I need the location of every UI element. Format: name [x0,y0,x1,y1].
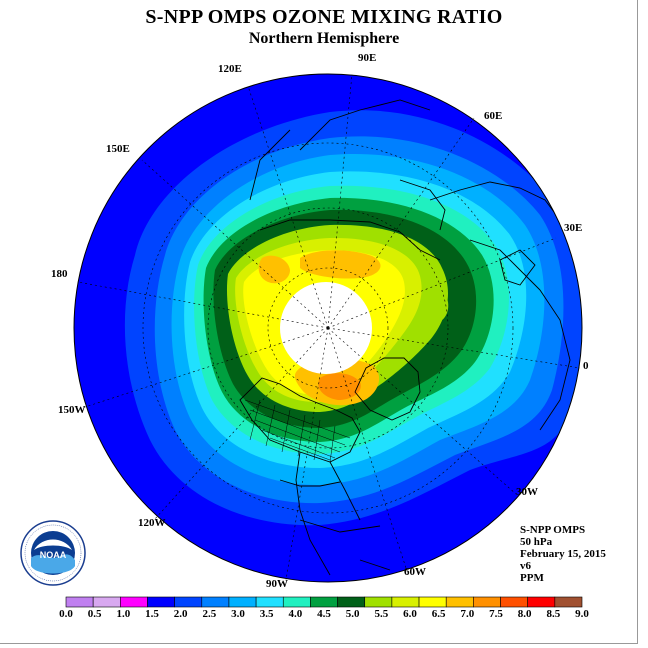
colorbar-tick-label: 4.0 [288,608,303,620]
colorbar-tick-label: 9.0 [575,608,589,620]
colorbar-swatch [201,596,230,608]
figure-frame [0,0,638,644]
lon-label-150w: 150W [58,404,86,416]
colorbar-tick-label: 8.0 [517,608,532,620]
colorbar-tick-label: 3.0 [231,608,245,620]
colorbar-swatch [418,596,447,608]
lon-label-30e: 30E [564,222,583,234]
colorbar-tick-label: 5.0 [345,608,360,620]
colorbar-swatch [255,596,284,608]
lon-label-0: 0 [583,360,589,372]
lon-label-120e: 120E [218,63,242,75]
colorbar-tick-label: 2.5 [202,608,217,620]
lon-label-30w: 30W [516,486,538,498]
state-borders [244,399,351,463]
colorbar-tick-label: 4.5 [317,608,331,620]
colorbar-tick-label: 6.5 [431,608,446,620]
colorbar-tick-label: 7.0 [460,608,475,620]
colorbar-tick-label: 6.0 [403,608,417,620]
colorbar-tick-label: 0.0 [59,608,73,620]
colorbar-swatch [500,596,528,608]
colorbar-swatch [391,596,420,608]
colorbar-tick-label: 5.5 [374,608,389,620]
info-date: February 15, 2015 [520,548,606,560]
colorbar-swatch [554,596,583,608]
noaa-logo: NOAA [20,520,86,586]
colorbar-swatch [282,596,311,608]
colorbar-swatch [337,596,366,608]
info-version: v6 [520,560,531,572]
colorbar-swatch [65,596,94,608]
info-instrument: S-NPP OMPS [520,524,586,536]
contour-7-5-west [258,255,290,284]
colorbar-swatch [174,596,203,608]
colorbar-swatch [364,596,393,608]
lon-label-60w: 60W [404,566,426,578]
info-units: PPM [520,572,544,584]
colorbar-tick-label: 7.5 [489,608,503,620]
colorbar-tick-label: 1.5 [145,608,159,620]
colorbar-tick-label: 1.0 [116,608,131,620]
colorbar-swatch [120,596,148,608]
colorbar-tick-label: 8.5 [546,608,561,620]
noaa-logo-text: NOAA [40,550,67,560]
info-block: S-NPP OMPS 50 hPa February 15, 2015 v6 P… [520,524,606,584]
lon-label-90w: 90W [266,578,288,590]
lon-label-60e: 60E [484,110,503,122]
colorbar-tick-label: 3.5 [259,608,274,620]
colorbar-swatch [92,596,121,608]
lon-label-120w: 120W [138,517,166,529]
colorbar-swatch [228,596,257,608]
colorbar-swatch [147,596,175,608]
latitude-circles [142,142,514,514]
colorbar-swatch [527,596,556,608]
colorbar-tick-label: 0.5 [87,608,102,620]
lon-label-150e: 150E [106,143,130,155]
colorbar-swatch [445,596,474,608]
contour-island-europe [422,291,449,323]
meridians [77,73,581,581]
colorbar-tick-label: 2.0 [173,608,188,620]
colorbar-swatch [310,596,338,608]
lon-label-90e: 90E [358,52,377,64]
map-boundary [73,73,583,583]
page-title: S-NPP OMPS OZONE MIXING RATIO [145,6,503,28]
colorbar-swatch [473,596,501,608]
polar-no-data-cap [280,282,372,374]
lon-label-180: 180 [51,268,68,280]
info-level: 50 hPa [520,536,553,548]
page-subtitle: Northern Hemisphere [248,30,400,47]
coastlines [239,99,571,576]
contour-7-5-north [300,250,381,279]
contour-8-0 [318,373,361,400]
